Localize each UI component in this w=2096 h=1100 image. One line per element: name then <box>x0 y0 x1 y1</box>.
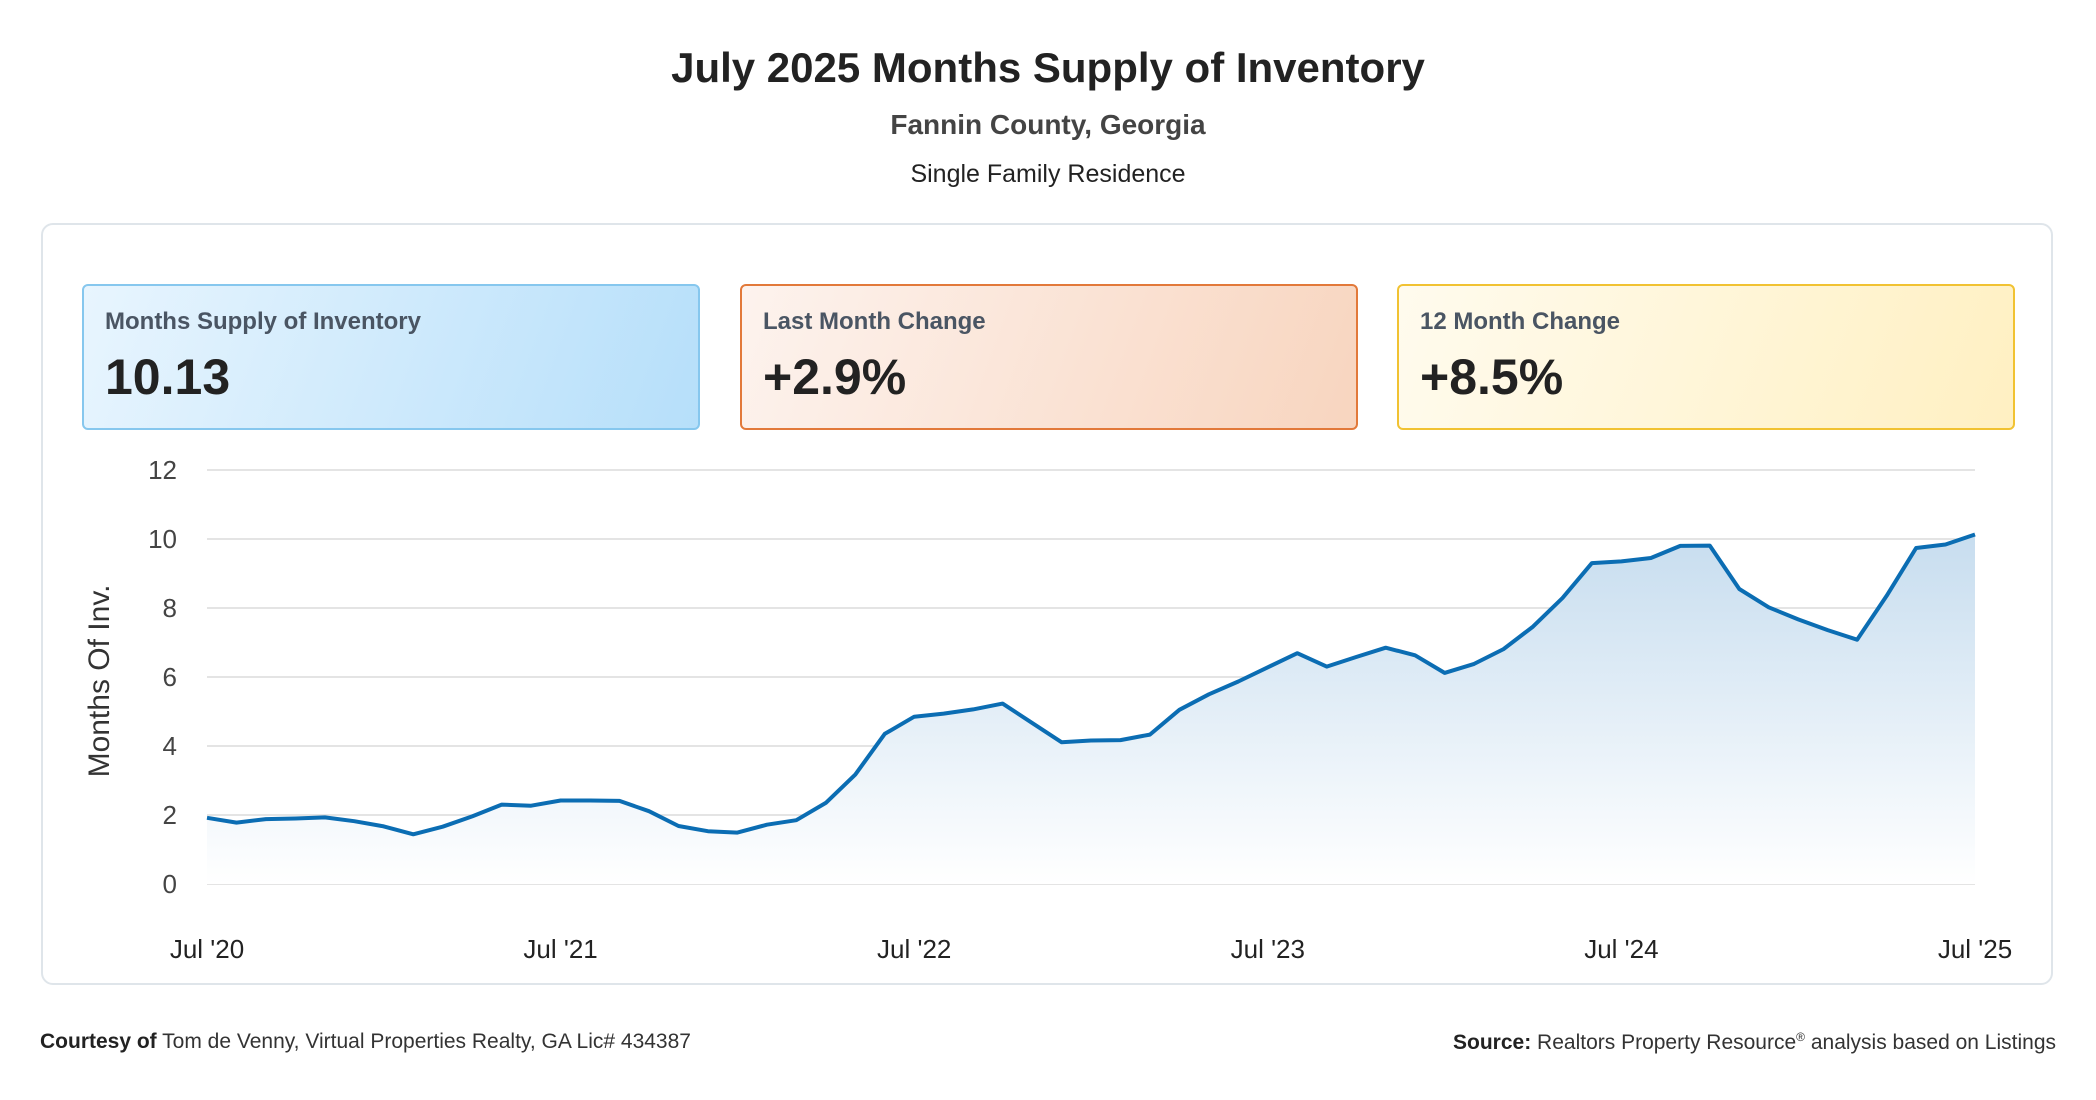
y-tick-label: 4 <box>163 731 177 761</box>
stat-label: 12 Month Change <box>1420 308 1621 335</box>
x-tick-label: Jul '23 <box>1231 934 1305 964</box>
property-type-subtitle: Single Family Residence <box>910 160 1186 188</box>
stat-card-12-month-change: 12 Month Change +8.5% <box>1397 284 2015 430</box>
y-tick-label: 10 <box>148 524 177 554</box>
series-area <box>207 534 1975 884</box>
y-tick-label: 0 <box>163 869 177 899</box>
y-tick-label: 8 <box>163 593 177 623</box>
courtesy-text: Tom de Venny, Virtual Properties Realty,… <box>162 1030 691 1053</box>
source-text: Realtors Property Resource <box>1537 1031 1797 1054</box>
courtesy-footer: Courtesy of Tom de Venny, Virtual Proper… <box>40 1030 691 1054</box>
stat-label: Months Supply of Inventory <box>105 308 421 335</box>
registered-mark: ® <box>1796 1030 1805 1044</box>
source-footer: Source: Realtors Property Resource® anal… <box>1453 1030 2056 1055</box>
x-tick-label: Jul '24 <box>1584 934 1658 964</box>
x-tick-label: Jul '21 <box>523 934 597 964</box>
x-tick-label: Jul '25 <box>1938 934 2012 964</box>
x-tick-label: Jul '22 <box>877 934 951 964</box>
location-subtitle: Fannin County, Georgia <box>890 109 1206 140</box>
x-axis-ticks: Jul '20 Jul '21 Jul '22 Jul '23 Jul '24 Jul '… <box>170 934 2012 964</box>
stat-value: +2.9% <box>763 349 907 405</box>
source-suffix: analysis based on Listings <box>1810 1031 2056 1054</box>
courtesy-label: Courtesy of <box>40 1030 157 1053</box>
y-tick-label: 2 <box>163 800 177 830</box>
stat-value: +8.5% <box>1420 349 1564 405</box>
chart-panel <box>41 223 2053 985</box>
stat-card-last-month-change: Last Month Change +2.9% <box>740 284 1358 430</box>
stat-value: 10.13 <box>105 349 231 405</box>
stat-label: Last Month Change <box>763 308 986 335</box>
y-axis-ticks: 0 2 4 6 8 10 12 <box>148 455 177 899</box>
y-tick-label: 6 <box>163 662 177 692</box>
stat-card-months-supply: Months Supply of Inventory 10.13 <box>82 284 700 430</box>
x-tick-label: Jul '20 <box>170 934 244 964</box>
y-axis-label: Months Of Inv. <box>83 585 116 778</box>
page-title: July 2025 Months Supply of Inventory <box>671 44 1425 91</box>
y-tick-label: 12 <box>148 455 177 485</box>
source-label: Source: <box>1453 1031 1532 1054</box>
series-line <box>206 532 1976 837</box>
